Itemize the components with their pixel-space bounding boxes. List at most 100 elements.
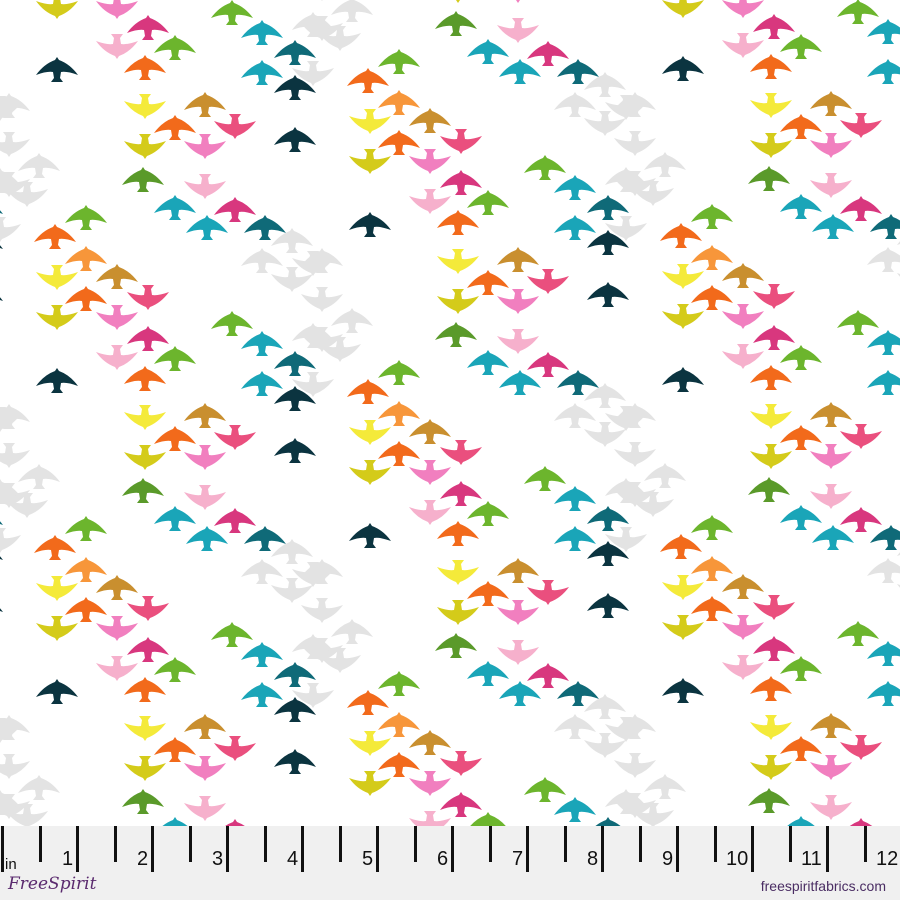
ruler-tick (601, 826, 604, 872)
bird-motif (660, 534, 702, 559)
bird-motif (0, 556, 3, 560)
bird-motif (274, 40, 316, 65)
ruler-tick (151, 826, 154, 872)
gray-bird-motif (301, 287, 343, 312)
bird-motif (214, 197, 256, 222)
bird-motif (0, 608, 3, 612)
bird-motif (810, 795, 852, 820)
bird-motif (274, 127, 316, 152)
bird-motif (122, 167, 164, 192)
bird-motif (587, 230, 629, 255)
gray-bird-motif (605, 216, 647, 241)
bird-motif (812, 214, 854, 239)
gray-bird-motif (584, 72, 626, 97)
ruler-number: 12 (876, 848, 899, 870)
gray-bird-motif (321, 0, 323, 1)
bird-motif (810, 173, 852, 198)
bird-motif (214, 508, 256, 533)
bird-motif (349, 731, 391, 756)
ruler-tick (188, 826, 192, 862)
bird-motif (753, 636, 795, 661)
bird-motif (0, 210, 3, 214)
bird-motif (349, 771, 391, 796)
gray-bird-motif (301, 327, 343, 352)
bird-motif (557, 59, 599, 84)
bird-motif (0, 297, 3, 301)
gray-bird-motif (18, 775, 60, 800)
gray-bird-motif (331, 619, 373, 644)
bird-motif (867, 641, 900, 666)
bird-motif (662, 264, 704, 289)
bird-motif (274, 662, 316, 687)
ruler-number: 1 (62, 848, 74, 870)
ruler-tick (713, 826, 717, 862)
bird-motif (497, 600, 539, 625)
gray-bird-motif (0, 718, 21, 743)
gray-bird-motif (584, 422, 626, 447)
bird-motif (214, 736, 256, 761)
ruler-number: 5 (362, 848, 374, 870)
bird-motif (691, 245, 733, 270)
bird-motif (810, 484, 852, 509)
bird-motif (409, 771, 451, 796)
ruler-number: 11 (801, 848, 822, 870)
bird-motif (595, 817, 621, 826)
bird-motif (241, 642, 283, 667)
gray-bird-motif (271, 578, 313, 603)
bird-motif (154, 737, 196, 762)
bird-motif (124, 134, 166, 159)
bird-motif (127, 596, 169, 621)
bird-motif (378, 712, 420, 737)
ruler-tick (451, 826, 454, 872)
bird-motif (437, 600, 479, 625)
bird-motif (378, 49, 420, 74)
bird-motif (96, 34, 138, 59)
bird-motif (867, 19, 900, 44)
ruler-number: 7 (512, 848, 524, 870)
bird-motif (124, 445, 166, 470)
gray-bird-motif (292, 323, 334, 348)
gray-bird-motif (897, 552, 900, 556)
gray-bird-motif (292, 61, 334, 86)
bird-motif (349, 109, 391, 134)
ruler-number: 3 (212, 848, 224, 870)
bird-motif (750, 93, 792, 118)
bird-motif (497, 18, 539, 43)
bird-motif (349, 420, 391, 445)
bird-motif (274, 697, 316, 722)
bird-motif (587, 593, 629, 618)
gray-bird-motif (18, 464, 60, 489)
gray-bird-motif (319, 648, 361, 673)
ruler-tick (338, 826, 342, 862)
bird-motif (184, 92, 226, 117)
bird-motif (470, 812, 506, 826)
bird-motif (748, 788, 790, 813)
bird-motif (124, 716, 166, 741)
bird-motif (440, 751, 482, 776)
bird-motif (65, 597, 107, 622)
bird-motif (378, 90, 420, 115)
bird-motif (122, 478, 164, 503)
bird-motif (524, 155, 566, 180)
bird-motif (840, 113, 882, 138)
bird-motif (96, 656, 138, 681)
bird-motif (65, 246, 107, 271)
bird-motif (780, 345, 822, 370)
bird-motif (241, 371, 283, 396)
bird-motif (36, 679, 78, 704)
ruler-tick (263, 826, 267, 862)
bird-motif (662, 615, 704, 640)
ruler-tick (1, 826, 4, 872)
website-label: freespiritfabrics.com (760, 878, 886, 894)
bird-motif (435, 11, 477, 36)
ruler-number: 9 (662, 848, 674, 870)
bird-motif (780, 34, 822, 59)
bird-motif (750, 676, 792, 701)
bird-motif (662, 56, 704, 81)
bird-motif (750, 365, 792, 390)
bird-motif (554, 526, 596, 551)
ruler-tick (751, 826, 754, 872)
gray-bird-motif (632, 803, 674, 826)
gray-bird-motif (292, 683, 334, 708)
